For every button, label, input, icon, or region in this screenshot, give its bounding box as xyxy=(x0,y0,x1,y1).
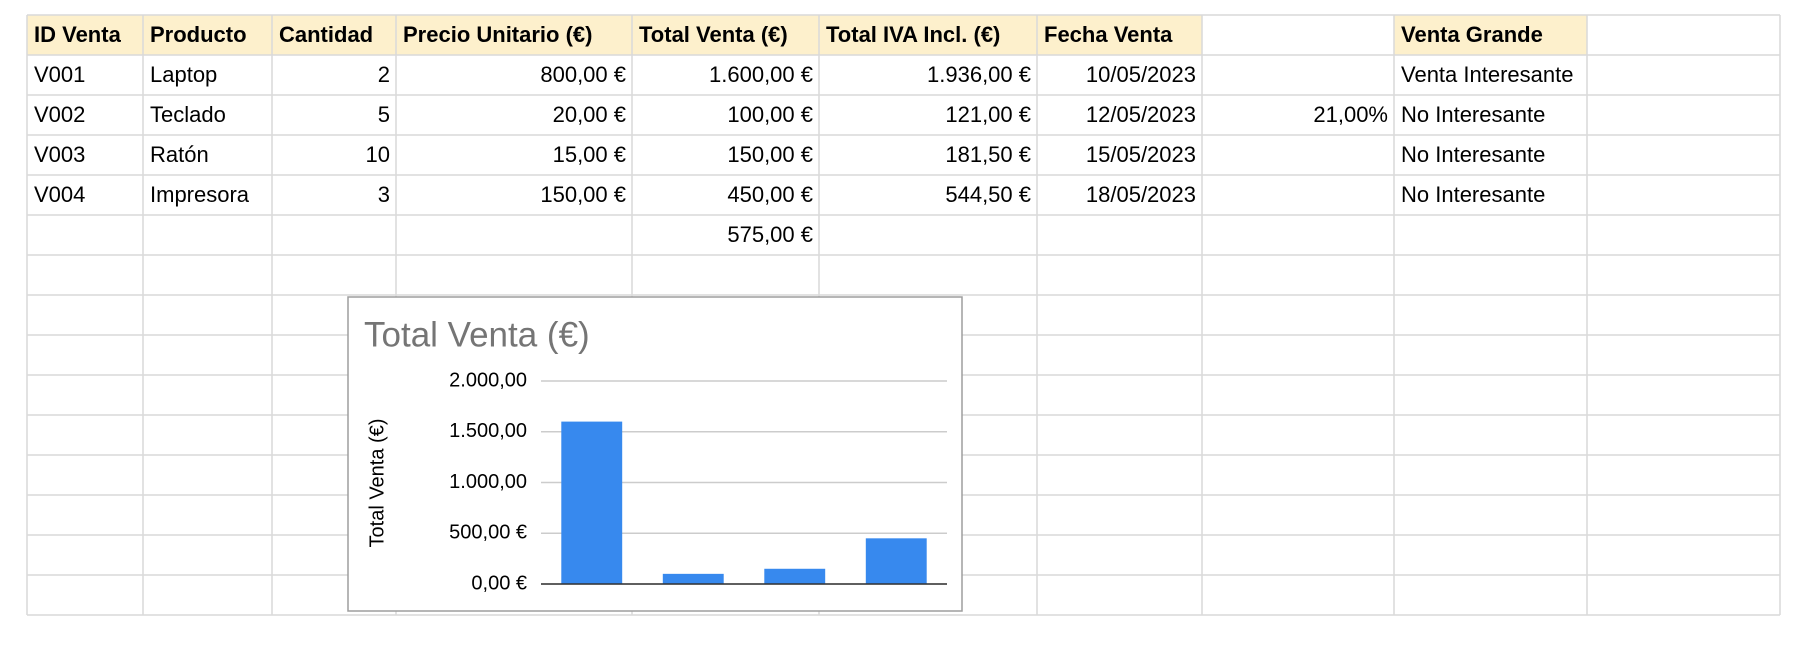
header-cell-bg xyxy=(396,15,632,55)
cell: 10 xyxy=(366,142,390,167)
cell: 18/05/2023 xyxy=(1086,182,1196,207)
cell: Teclado xyxy=(150,102,226,127)
cell: 2 xyxy=(378,62,390,87)
cell: V003 xyxy=(34,142,85,167)
cell: 3 xyxy=(378,182,390,207)
cell: 10/05/2023 xyxy=(1086,62,1196,87)
cell: 121,00 € xyxy=(945,102,1031,127)
cell: 544,50 € xyxy=(945,182,1031,207)
header-cell-bg xyxy=(632,15,819,55)
cell: 181,50 € xyxy=(945,142,1031,167)
cell: 15/05/2023 xyxy=(1086,142,1196,167)
cell: 575,00 € xyxy=(727,222,813,247)
cell: 150,00 € xyxy=(727,142,813,167)
cell: No Interesante xyxy=(1401,102,1545,127)
cell: 1.600,00 € xyxy=(709,62,813,87)
cell: 150,00 € xyxy=(540,182,626,207)
header-cell-bg xyxy=(272,15,396,55)
header-cell: Total Venta (€) xyxy=(639,22,788,47)
bar xyxy=(561,421,623,584)
header-cell: Cantidad xyxy=(279,22,373,47)
cell: Venta Interesante xyxy=(1401,62,1573,87)
header-cell: Precio Unitario (€) xyxy=(403,22,592,47)
header-cell-bg xyxy=(143,15,272,55)
y-tick-label: 2.000,00 xyxy=(449,369,527,391)
cell: 800,00 € xyxy=(540,62,626,87)
bar xyxy=(764,568,826,584)
cell: 12/05/2023 xyxy=(1086,102,1196,127)
y-axis-label: Total Venta (€) xyxy=(366,419,388,548)
header-cell-bg xyxy=(819,15,1037,55)
cell-layer: ID Venta Producto Cantidad Precio Unitario … xyxy=(26,14,1781,616)
chart-title: Total Venta (€) xyxy=(364,315,590,354)
header-cell: Total IVA Incl. (€) xyxy=(826,22,1000,47)
cell: V004 xyxy=(34,182,85,207)
cell: 5 xyxy=(378,102,390,127)
cell: V002 xyxy=(34,102,85,127)
bar xyxy=(865,538,927,584)
header-cell: Producto xyxy=(150,22,247,47)
cell: 21,00% xyxy=(1313,102,1388,127)
cell: Impresora xyxy=(150,182,250,207)
cell: Ratón xyxy=(150,142,209,167)
cell: 1.936,00 € xyxy=(927,62,1031,87)
cell: 15,00 € xyxy=(553,142,626,167)
y-tick-label: 0,00 € xyxy=(471,572,527,594)
header-cell-bg xyxy=(27,15,143,55)
y-tick-label: 1.500,00 xyxy=(449,420,527,442)
cell: 20,00 € xyxy=(553,102,626,127)
cell: 100,00 € xyxy=(727,102,813,127)
cell: No Interesante xyxy=(1401,182,1545,207)
y-tick-label: 1.000,00 xyxy=(449,471,527,493)
header-cell: Venta Grande xyxy=(1401,22,1543,47)
y-tick-label: 500,00 € xyxy=(449,522,527,544)
bar xyxy=(662,573,724,584)
header-cell-bg xyxy=(1037,15,1202,55)
header-cell: ID Venta xyxy=(34,22,122,47)
cell: Laptop xyxy=(150,62,217,87)
cell: V001 xyxy=(34,62,85,87)
chart: Total Venta (€) Total Venta (€) 0,00 € 50… xyxy=(347,296,963,612)
header-cell: Fecha Venta xyxy=(1044,22,1173,47)
chart-frame xyxy=(347,296,963,612)
cell: 450,00 € xyxy=(727,182,813,207)
header-cell-bg xyxy=(1394,15,1587,55)
cell: No Interesante xyxy=(1401,142,1545,167)
